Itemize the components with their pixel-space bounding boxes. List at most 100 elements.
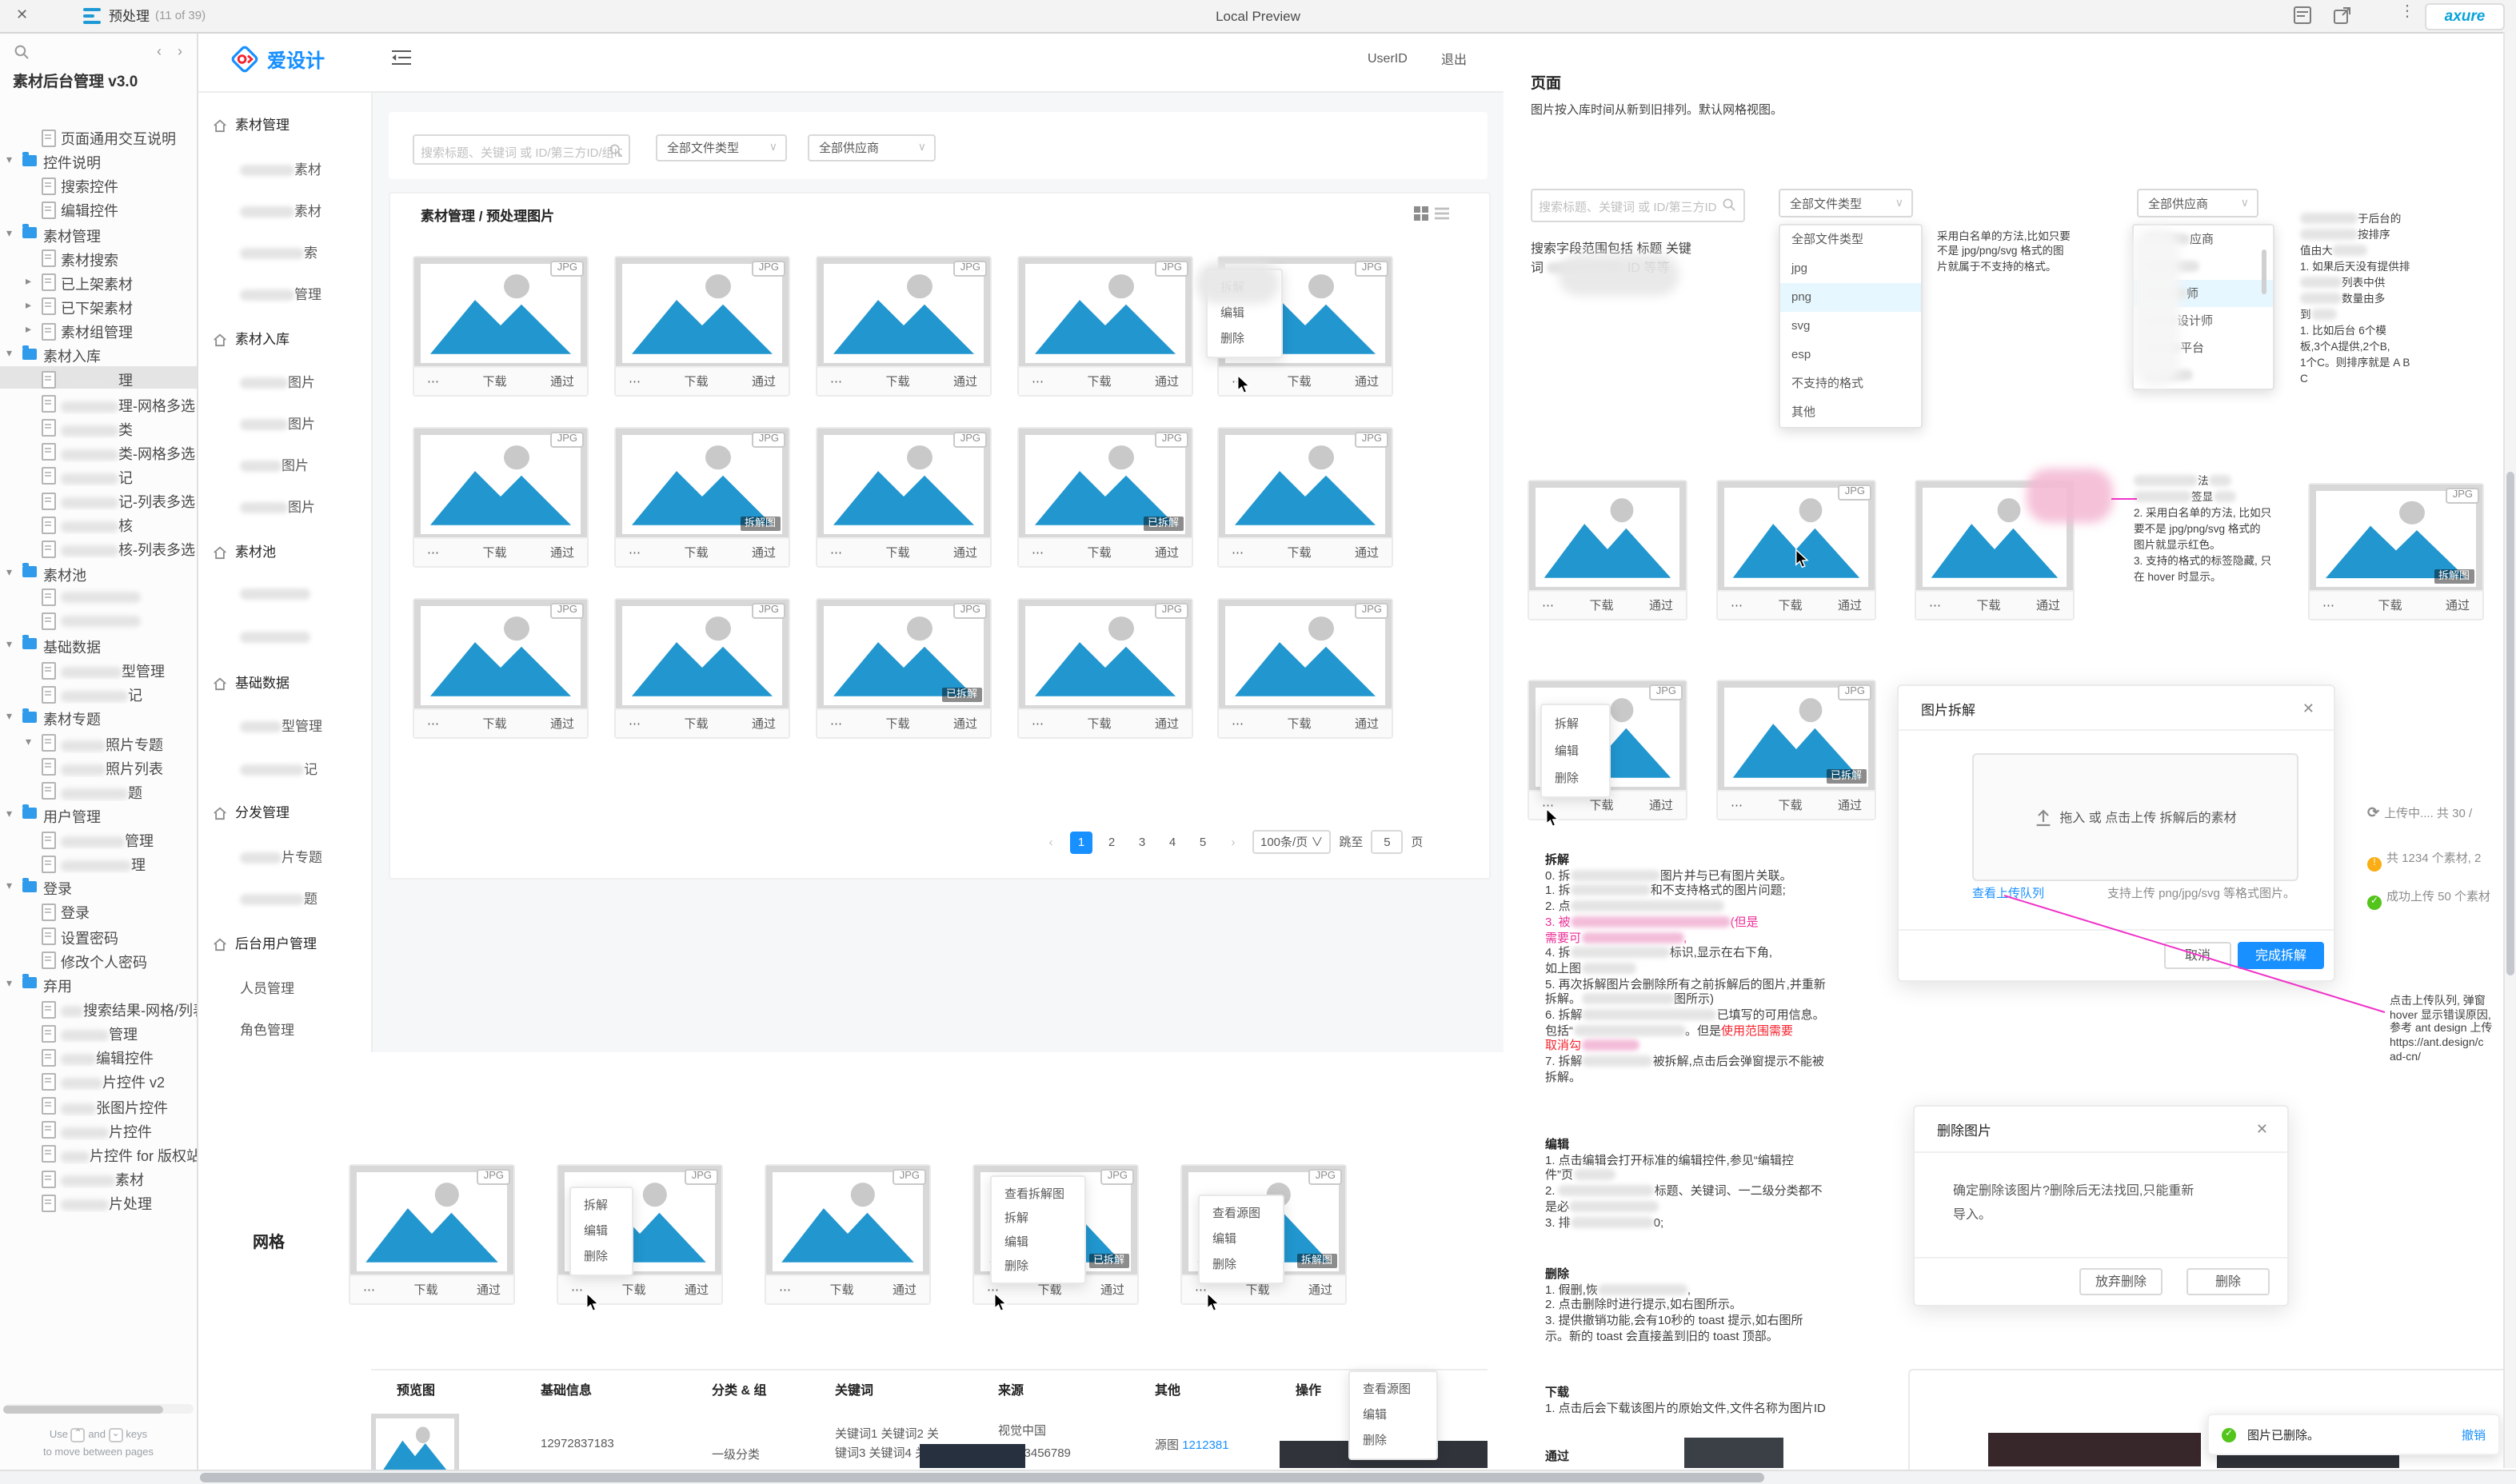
file-type-option-png[interactable]: png bbox=[1780, 283, 1921, 312]
context-menu-item-删除[interactable]: 删除 bbox=[1555, 771, 1579, 785]
approve-button[interactable]: 通过 bbox=[953, 716, 977, 731]
approve-button[interactable]: 通过 bbox=[752, 374, 776, 389]
sidebar-item-记[interactable]: 记 bbox=[0, 464, 197, 486]
file-type-option-不支持的格式[interactable]: 不支持的格式 bbox=[1791, 376, 1863, 390]
sidebar-item-素材池[interactable]: ▾ 素材池 bbox=[0, 560, 197, 583]
context-menu-item-查看源图[interactable]: 查看源图 bbox=[1363, 1382, 1411, 1396]
expand-arrow-icon[interactable]: ▾ bbox=[6, 349, 13, 361]
sidebar-item-照片列表[interactable]: 照片列表 bbox=[0, 754, 197, 776]
image-card[interactable]: JPG ⋯ 下载 通过 bbox=[1017, 256, 1193, 397]
context-menu-item-拆解[interactable]: 拆解 bbox=[584, 1198, 608, 1212]
context-menu-item-编辑[interactable]: 编辑 bbox=[1212, 1231, 1236, 1246]
context-menu-item-查看源图[interactable]: 查看源图 bbox=[1212, 1206, 1260, 1220]
pagination-page-3[interactable]: 3 bbox=[1138, 834, 1146, 848]
annotation-file-type-select[interactable]: 全部文件类型 ∨ bbox=[1779, 189, 1913, 217]
open-new-window-icon[interactable] bbox=[2334, 6, 2351, 24]
annotation-vendor-select[interactable]: 全部供应商 ∨ bbox=[2137, 189, 2258, 217]
more-button[interactable]: ⋯ bbox=[1731, 798, 1743, 812]
download-button[interactable]: 下载 bbox=[1287, 545, 1312, 560]
file-type-option-esp[interactable]: esp bbox=[1791, 347, 1811, 361]
approve-button[interactable]: 通过 bbox=[1355, 716, 1379, 731]
more-button[interactable]: ⋯ bbox=[1542, 598, 1554, 612]
more-button[interactable]: ⋯ bbox=[1232, 545, 1244, 560]
file-type-filter[interactable]: 全部文件类型 ∨ bbox=[656, 134, 787, 162]
cancel-button[interactable]: 取消 bbox=[2164, 942, 2231, 969]
sidebar-item-素材[interactable]: 素材 bbox=[0, 1166, 197, 1188]
modal-close-icon[interactable]: ✕ bbox=[2255, 1121, 2268, 1137]
menu-item[interactable] bbox=[197, 628, 371, 651]
more-button[interactable]: ⋯ bbox=[1731, 598, 1743, 612]
more-button[interactable]: ⋯ bbox=[571, 1283, 583, 1297]
context-menu-item-编辑[interactable]: 编辑 bbox=[1004, 1235, 1028, 1249]
image-card[interactable]: JPG 拆解图 ⋯ 下载 通过 bbox=[2308, 483, 2484, 620]
approve-button[interactable]: 通过 bbox=[2446, 598, 2470, 612]
sidebar-item-搜索控件[interactable]: 搜索控件 bbox=[0, 174, 197, 196]
sidebar-item-核[interactable]: 核 bbox=[0, 512, 197, 534]
context-menu-item-编辑[interactable]: 编辑 bbox=[584, 1223, 608, 1238]
undo-link[interactable]: 撤销 bbox=[2462, 1427, 2486, 1442]
menu-section-后台用户管理[interactable]: 后台用户管理 bbox=[197, 934, 371, 956]
expand-arrow-icon[interactable]: ▾ bbox=[6, 808, 13, 820]
page-size-select[interactable]: 100条/页 ∨ bbox=[1252, 830, 1332, 854]
more-button[interactable]: ⋯ bbox=[1232, 716, 1244, 731]
file-type-option-其他[interactable]: 其他 bbox=[1791, 405, 1815, 419]
context-menu-item-查看拆解图[interactable]: 查看拆解图 bbox=[1004, 1187, 1064, 1201]
pagination-page-2[interactable]: 2 bbox=[1108, 834, 1116, 848]
more-button[interactable]: ⋯ bbox=[1032, 545, 1044, 560]
approve-button[interactable]: 通过 bbox=[550, 716, 574, 731]
image-card[interactable]: JPG ⋯ 下载 通过 bbox=[413, 427, 589, 568]
approve-button[interactable]: 通过 bbox=[685, 1283, 709, 1297]
download-button[interactable]: 下载 bbox=[1087, 545, 1112, 560]
approve-button[interactable]: 通过 bbox=[477, 1283, 501, 1297]
sidebar-item-编辑控件[interactable]: 编辑控件 bbox=[0, 1045, 197, 1067]
image-card[interactable]: ⋯ 下载 通过 bbox=[1528, 480, 1687, 620]
download-button[interactable]: 下载 bbox=[482, 545, 507, 560]
more-button[interactable]: ⋯ bbox=[629, 374, 641, 389]
console-panel-icon[interactable] bbox=[2294, 6, 2311, 24]
more-button[interactable]: ⋯ bbox=[987, 1283, 999, 1297]
download-button[interactable]: 下载 bbox=[1778, 598, 1803, 612]
page-hscrollbar-thumb[interactable] bbox=[200, 1473, 1764, 1482]
approve-button[interactable]: 通过 bbox=[1838, 598, 1862, 612]
approve-button[interactable]: 通过 bbox=[1355, 374, 1379, 389]
approve-button[interactable]: 通过 bbox=[550, 545, 574, 560]
download-button[interactable]: 下载 bbox=[829, 1283, 854, 1297]
image-card[interactable]: JPG 已拆解 ⋯ 下载 通过 bbox=[1017, 427, 1193, 568]
sidebar-item-已下架素材[interactable]: ▸ 已下架素材 bbox=[0, 294, 197, 317]
approve-button[interactable]: 通过 bbox=[953, 374, 977, 389]
expand-arrow-icon[interactable]: ▾ bbox=[26, 736, 32, 748]
close-icon[interactable]: ✕ bbox=[16, 6, 29, 22]
sidebar-item-管理[interactable]: 管理 bbox=[0, 1020, 197, 1043]
sidebar-item-素材入库[interactable]: ▾ 素材入库 bbox=[0, 343, 197, 365]
more-button[interactable]: ⋯ bbox=[427, 374, 439, 389]
more-button[interactable]: ⋯ bbox=[1032, 374, 1044, 389]
menu-item[interactable]: 图片 bbox=[197, 414, 371, 437]
image-card[interactable]: JPG ⋯ 下载 通过 bbox=[614, 598, 790, 739]
image-card[interactable]: JPG ⋯ 下载 通过 bbox=[1017, 598, 1193, 739]
download-button[interactable]: 下载 bbox=[482, 716, 507, 731]
sidebar-item-设置密码[interactable]: 设置密码 bbox=[0, 924, 197, 946]
current-page-tab[interactable]: 预处理 bbox=[109, 8, 150, 24]
sidebar-item-片控件 v2[interactable]: 片控件 v2 bbox=[0, 1069, 197, 1091]
image-card[interactable]: JPG ⋯ 下载 通过 bbox=[413, 256, 589, 397]
download-button[interactable]: 下载 bbox=[621, 1283, 646, 1297]
image-card[interactable]: JPG ⋯ 下载 通过 bbox=[349, 1164, 515, 1305]
expand-arrow-icon[interactable]: ▸ bbox=[26, 276, 32, 288]
download-button[interactable]: 下载 bbox=[1589, 798, 1614, 812]
pagination-next[interactable]: › bbox=[1231, 834, 1236, 848]
download-button[interactable]: 下载 bbox=[1287, 716, 1312, 731]
sidebar-item-素材搜索[interactable]: 素材搜索 bbox=[0, 245, 197, 268]
menu-section-素材管理[interactable]: 素材管理 bbox=[197, 115, 371, 138]
sidebar-item-记-列表多选[interactable]: 记-列表多选 bbox=[0, 488, 197, 510]
context-menu-item-删除[interactable]: 删除 bbox=[584, 1249, 608, 1263]
sidebar-item-页面通用交互说明[interactable]: 页面通用交互说明 bbox=[0, 125, 197, 147]
menu-item[interactable]: 素材 bbox=[197, 201, 371, 224]
approve-button[interactable]: 通过 bbox=[550, 374, 574, 389]
sidebar-item[interactable] bbox=[0, 584, 197, 607]
sidebar-item-已上架素材[interactable]: ▸ 已上架素材 bbox=[0, 270, 197, 293]
expand-arrow-icon[interactable]: ▾ bbox=[6, 881, 13, 893]
delete-button[interactable]: 删除 bbox=[2187, 1268, 2270, 1295]
menu-item[interactable]: 图片 bbox=[197, 456, 371, 478]
context-menu-item-删除[interactable]: 删除 bbox=[1363, 1433, 1387, 1447]
sidebar-item-题[interactable]: 题 bbox=[0, 779, 197, 801]
